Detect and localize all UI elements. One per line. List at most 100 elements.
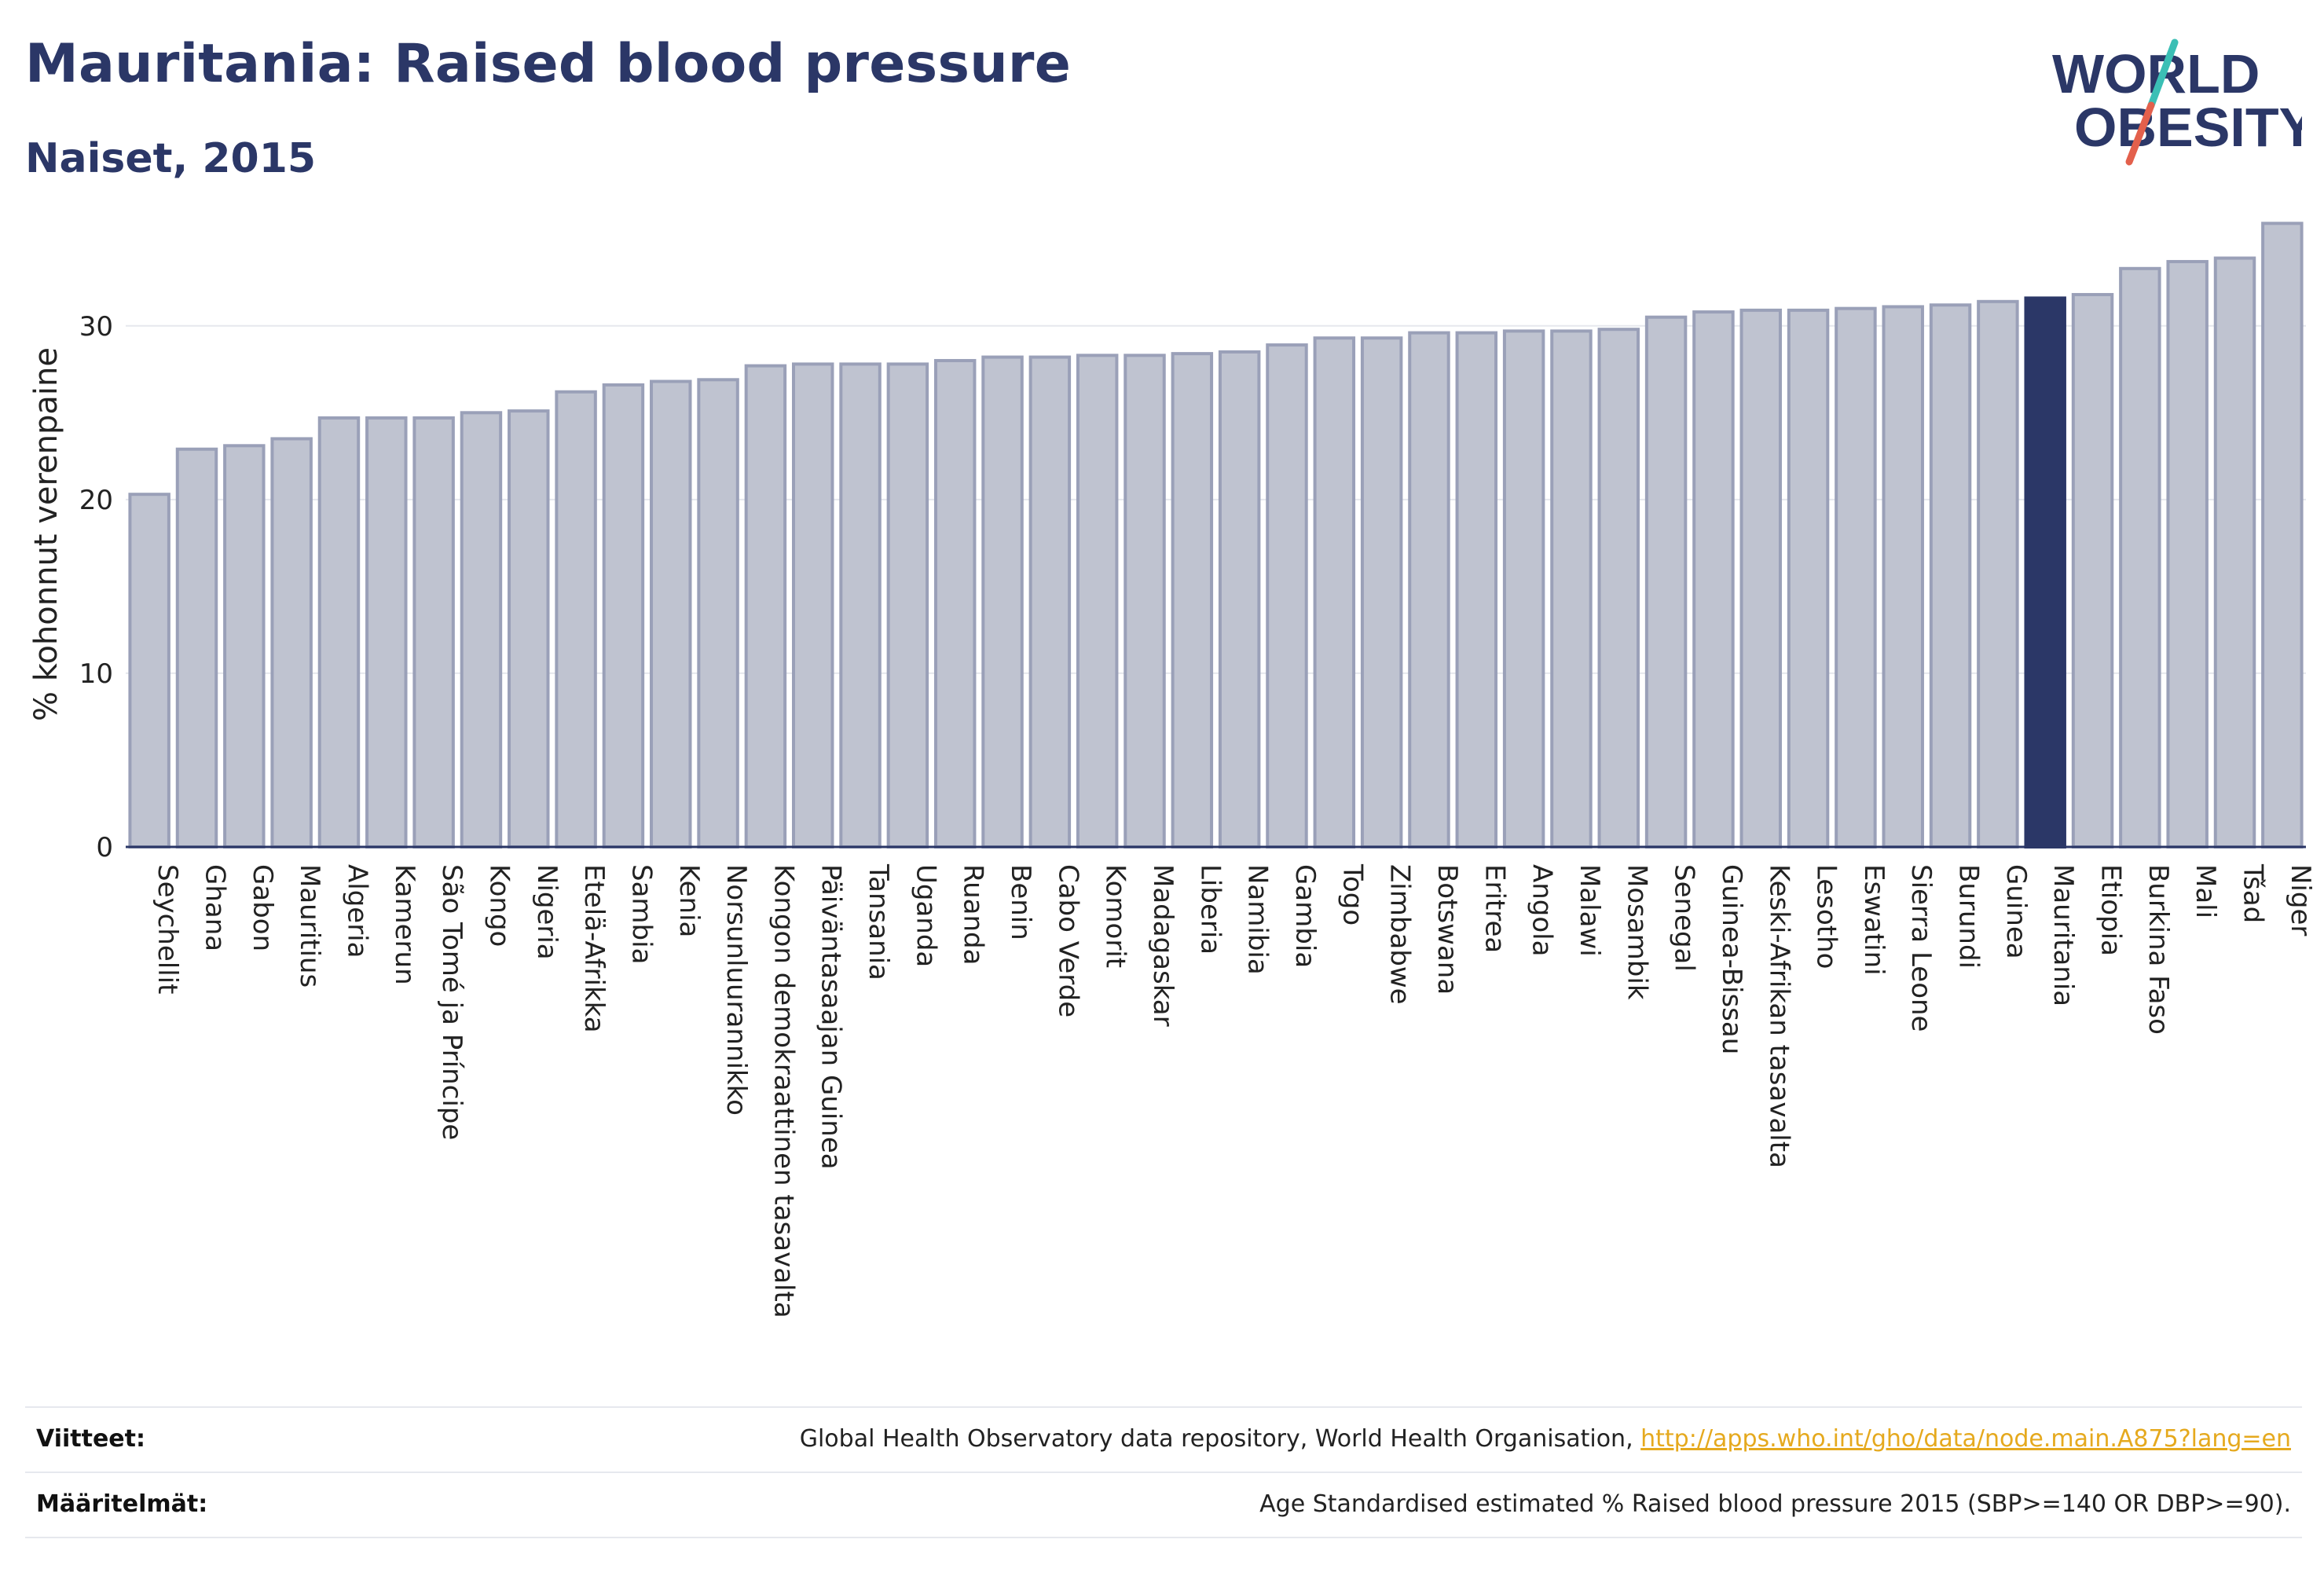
world-obesity-logo: WORLD OBESITY <box>2052 38 2302 166</box>
bar <box>1360 336 1403 848</box>
x-tick-label: Guinea <box>2000 864 2032 959</box>
y-tick-label: 10 <box>79 658 113 690</box>
x-tick-label: Niger <box>2285 864 2316 936</box>
bar <box>1028 355 1072 849</box>
axes: 0 10 20 30 <box>79 311 2306 863</box>
bar <box>1882 305 1924 848</box>
bar <box>886 362 929 848</box>
x-tick-label: Mosambik <box>1621 864 1652 1000</box>
bar <box>365 416 408 848</box>
y-axis-title: % kohonnut verenpaine <box>28 347 64 721</box>
x-tick-label: Burundi <box>1953 864 1985 969</box>
bar <box>317 416 361 848</box>
x-tick-label: Benin <box>1005 864 1036 940</box>
bar <box>2166 259 2209 848</box>
x-tick-label: Nigeria <box>531 864 563 960</box>
x-tick-label: Etelä-Afrikka <box>578 864 610 1033</box>
bar <box>1502 329 1545 849</box>
bar <box>1550 329 1593 849</box>
x-tick-label: Kongo <box>483 864 515 947</box>
definitions-text: Age Standardised estimated % Raised bloo… <box>1259 1490 2291 1518</box>
bar <box>1408 331 1450 849</box>
x-tick-label: Sambia <box>625 864 657 964</box>
bar <box>270 437 313 848</box>
x-tick-label: Malawi <box>1574 864 1605 957</box>
bar <box>1835 306 1877 849</box>
sources-text: Global Health Observatory data repositor… <box>800 1425 2291 1453</box>
x-tick-label: Tšad <box>2238 863 2269 923</box>
bar <box>839 362 882 848</box>
logo-line2: OBESITY <box>2074 97 2302 158</box>
x-tick-label: Algeria <box>341 864 372 958</box>
bar <box>791 362 834 848</box>
x-tick-label: Madagaskar <box>1147 864 1178 1027</box>
x-tick-label: Togo <box>1336 863 1368 925</box>
x-tick-label: Senegal <box>1669 864 1700 972</box>
definitions-label: Määritelmät: <box>36 1490 208 1518</box>
x-tick-label: Guinea-Bissau <box>1716 864 1747 1054</box>
x-tick-label: Zimbabwe <box>1384 864 1416 1005</box>
bars <box>128 222 2304 849</box>
x-tick-label: Uganda <box>910 864 941 967</box>
sources-description: Global Health Observatory data repositor… <box>799 1425 1641 1453</box>
x-tick-label: Burkina Faso <box>2143 864 2174 1035</box>
y-tick-label: 0 <box>96 832 113 863</box>
definitions-row: Määritelmät: Age Standardised estimated … <box>25 1472 2302 1538</box>
bar <box>1266 343 1308 848</box>
x-tick-label: Tansania <box>863 863 894 980</box>
x-tick-label: Cabo Verde <box>1052 864 1083 1017</box>
bar <box>1218 350 1261 848</box>
bar <box>555 390 597 848</box>
sources-link[interactable]: http://apps.who.int/gho/data/node.main.A… <box>1640 1425 2291 1453</box>
bar <box>128 493 170 848</box>
bar <box>1171 352 1214 849</box>
x-tick-label: Seychellit <box>152 864 183 994</box>
chart-title: Mauritania: Raised blood pressure <box>25 33 1072 95</box>
bar <box>981 355 1024 849</box>
x-tick-label: Norsunluurannikko <box>720 864 752 1116</box>
bar <box>1124 354 1166 849</box>
x-tick-label: Mauritius <box>294 864 325 988</box>
bar <box>1644 315 1688 848</box>
bar <box>1929 303 1972 848</box>
sources-row: Viitteet: Global Health Observatory data… <box>25 1406 2302 1472</box>
bar <box>1597 328 1640 848</box>
x-tick-label: Mauritania <box>2047 864 2079 1006</box>
x-tick-label: Ghana <box>199 864 230 951</box>
bar <box>460 411 503 848</box>
x-tick-label: Komorit <box>1100 864 1131 968</box>
bar <box>744 364 787 848</box>
x-tick-label: Mali <box>2190 864 2221 918</box>
bar <box>1692 310 1735 849</box>
logo-slash-teal <box>2147 38 2179 109</box>
x-tick-label: Kamerun <box>389 864 420 985</box>
bar <box>2213 256 2256 848</box>
x-tick-label: Kongon demokraattinen tasavalta <box>768 864 799 1318</box>
x-tick-label: Sierra Leone <box>1905 864 1937 1032</box>
bar <box>1455 331 1498 849</box>
bar-chart: 0 10 20 30 Seychellit Ghana Gabon Mauritius Alg… <box>28 222 2316 1318</box>
x-tick-label: São Tomé ja Príncipe <box>436 864 467 1140</box>
x-tick-label: Gabon <box>247 864 278 951</box>
x-tick-label: Gambia <box>1289 864 1321 968</box>
bar <box>2071 292 2114 848</box>
bar <box>650 379 692 849</box>
bar <box>1313 336 1356 848</box>
x-tick-label: Päiväntasaajan Guinea <box>816 864 847 1170</box>
bar <box>175 447 218 848</box>
x-tick-label: Keski-Afrikan tasavalta <box>1763 864 1794 1168</box>
y-tick-label: 30 <box>79 311 113 343</box>
bar <box>2119 266 2161 848</box>
category-labels: Seychellit Ghana Gabon Mauritius Algeria Kame… <box>152 863 2316 1318</box>
x-tick-label: Namibia <box>1242 864 1274 975</box>
bar <box>508 409 550 848</box>
bar <box>223 444 266 848</box>
bar <box>412 416 455 848</box>
x-tick-label: Lesotho <box>1811 864 1842 969</box>
bar <box>1977 299 2019 848</box>
bar <box>933 358 977 848</box>
bar-highlight <box>2024 296 2066 848</box>
x-tick-label: Ruanda <box>958 864 989 965</box>
y-tick-label: 20 <box>79 485 113 516</box>
x-tick-label: Botswana <box>1431 864 1463 995</box>
